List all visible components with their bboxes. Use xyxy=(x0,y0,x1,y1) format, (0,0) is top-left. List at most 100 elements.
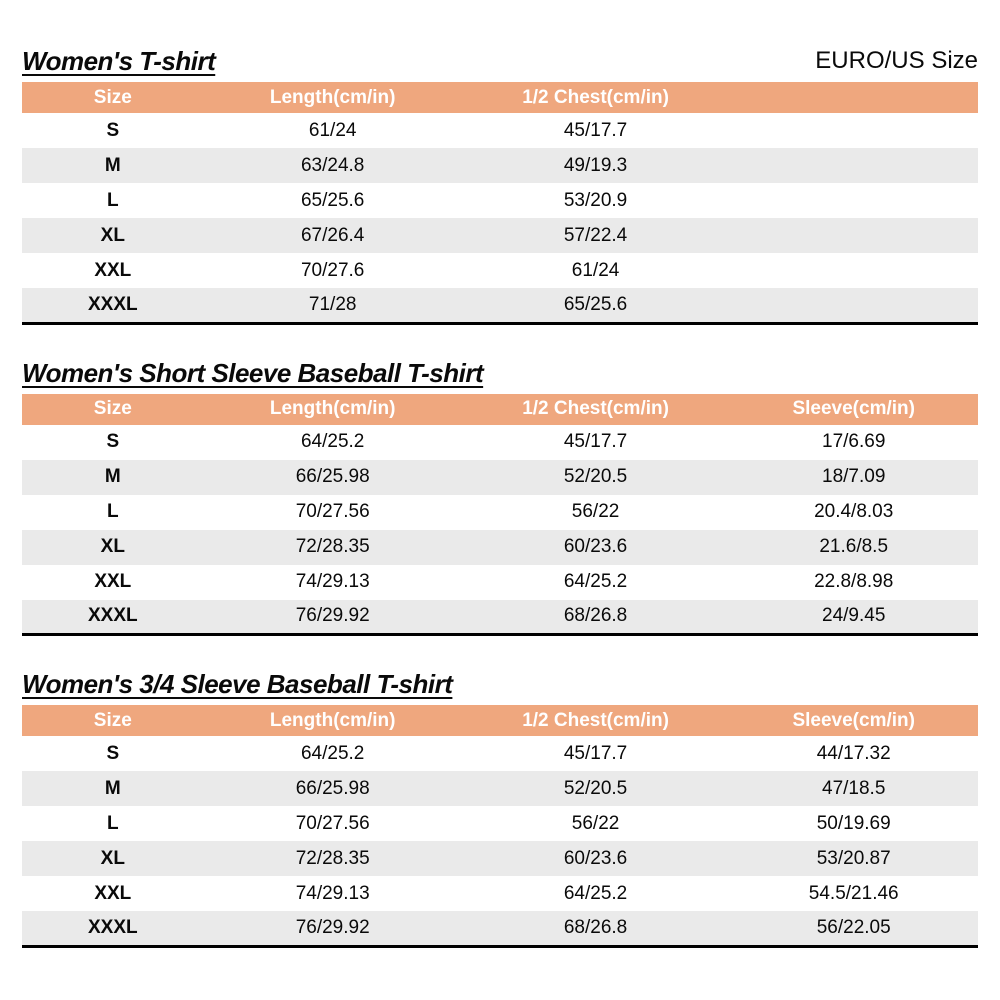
table-row: XXL 70/27.6 61/24 xyxy=(22,253,978,288)
value-cell: 76/29.92 xyxy=(295,916,370,938)
value-cell: 72/28.35 xyxy=(295,536,370,557)
size-cell: XL xyxy=(100,224,125,246)
size-cell: M xyxy=(104,466,121,487)
value-cell: 65/25.6 xyxy=(300,189,365,211)
header-row: Size Length(cm/in) 1/2 Chest(cm/in) Sleeve(… xyxy=(22,705,978,736)
table-row: M 66/25.98 52/20.5 47/18.5 xyxy=(22,771,978,806)
value-cell: 60/23.6 xyxy=(563,536,628,557)
value-cell: 54.5/21.46 xyxy=(808,882,899,904)
value-cell: 22.8/8.98 xyxy=(814,571,894,592)
value-cell: 50/19.69 xyxy=(816,812,891,834)
size-cell: L xyxy=(107,501,119,522)
value-cell: 68/26.8 xyxy=(563,916,628,938)
value-cell: 70/27.6 xyxy=(300,259,365,281)
column-header: Length(cm/in) xyxy=(269,398,396,419)
size-table-womens-tshirt: Size Length(cm/in) 1/2 Chest(cm/in) S 61/24 4… xyxy=(22,82,978,325)
size-cell: M xyxy=(104,154,121,176)
column-header: Size xyxy=(93,86,132,108)
value-cell: 63/24.8 xyxy=(300,154,365,176)
table-row: S 64/25.2 45/17.7 17/6.69 xyxy=(22,424,978,460)
value-cell: 68/26.8 xyxy=(563,605,628,627)
value-cell: 17/6.69 xyxy=(822,431,886,452)
value-cell: 52/20.5 xyxy=(563,777,628,799)
value-cell: 45/17.7 xyxy=(563,742,628,764)
value-cell: 53/20.87 xyxy=(816,847,891,869)
column-header: Length(cm/in) xyxy=(269,709,396,731)
value-cell: 64/25.2 xyxy=(300,431,365,452)
table-row: M 63/24.8 49/19.3 xyxy=(22,148,978,183)
value-cell: 66/25.98 xyxy=(295,466,370,487)
value-cell: 60/23.6 xyxy=(563,847,628,869)
value-cell: 66/25.98 xyxy=(295,777,370,799)
size-cell: S xyxy=(106,431,120,452)
table-row: XXXL 76/29.92 68/26.8 24/9.45 xyxy=(22,599,978,635)
value-cell: 70/27.56 xyxy=(295,501,370,522)
size-cell: XXL xyxy=(94,259,132,281)
header-row: Size Length(cm/in) 1/2 Chest(cm/in) xyxy=(22,82,978,113)
size-chart-page: Women's T-shirt EURO/US Size Size Length(… xyxy=(22,46,978,948)
column-header: Sleeve(cm/in) xyxy=(792,709,915,731)
table-row: XXXL 76/29.92 68/26.8 56/22.05 xyxy=(22,911,978,946)
value-cell: 20.4/8.03 xyxy=(814,501,894,522)
table-row: L 70/27.56 56/22 20.4/8.03 xyxy=(22,494,978,530)
size-cell: S xyxy=(106,742,120,764)
section-title: Women's 3/4 Sleeve Baseball T-shirt xyxy=(22,669,453,699)
column-header: Length(cm/in) xyxy=(269,86,396,108)
header-row: Size Length(cm/in) 1/2 Chest(cm/in) Sleeve(… xyxy=(22,393,978,425)
section-short-sleeve-baseball: Women's Short Sleeve Baseball T-shirt Si… xyxy=(22,358,978,636)
size-table-three-quarter-sleeve-baseball: Size Length(cm/in) 1/2 Chest(cm/in) Sleeve(… xyxy=(22,705,978,948)
value-cell: 45/17.7 xyxy=(563,119,628,141)
title-row: Women's 3/4 Sleeve Baseball T-shirt xyxy=(22,669,978,699)
table-row: XL 67/26.4 57/22.4 xyxy=(22,218,978,253)
value-cell: 56/22 xyxy=(571,812,620,834)
value-cell xyxy=(729,288,978,323)
value-cell: 18/7.09 xyxy=(822,466,886,487)
table-row: L 65/25.6 53/20.9 xyxy=(22,183,978,218)
value-cell: 67/26.4 xyxy=(300,224,365,246)
value-cell: 49/19.3 xyxy=(563,154,628,176)
table-row: S 61/24 45/17.7 xyxy=(22,113,978,148)
size-cell: L xyxy=(107,812,119,834)
value-cell xyxy=(729,183,978,218)
value-cell: 44/17.32 xyxy=(816,742,891,764)
value-cell: 64/25.2 xyxy=(563,571,628,592)
column-header: 1/2 Chest(cm/in) xyxy=(522,398,669,419)
value-cell: 56/22 xyxy=(571,501,620,522)
value-cell: 56/22.05 xyxy=(816,916,891,938)
size-cell: XXXL xyxy=(88,916,138,938)
column-header: Size xyxy=(93,398,132,419)
value-cell: 64/25.2 xyxy=(563,882,628,904)
value-cell: 61/24 xyxy=(308,119,357,141)
value-cell: 65/25.6 xyxy=(563,293,628,315)
value-cell xyxy=(729,113,978,148)
section-three-quarter-sleeve-baseball: Women's 3/4 Sleeve Baseball T-shirt Size… xyxy=(22,669,978,948)
section-title: Women's Short Sleeve Baseball T-shirt xyxy=(22,357,484,388)
size-cell: XL xyxy=(100,536,125,557)
title-row: Women's T-shirt EURO/US Size xyxy=(22,46,978,76)
column-header xyxy=(729,82,978,113)
table-row: XL 72/28.35 60/23.6 53/20.87 xyxy=(22,841,978,876)
size-cell: XXXL xyxy=(88,293,138,315)
size-cell: XL xyxy=(100,847,125,869)
value-cell: 61/24 xyxy=(571,259,620,281)
value-cell xyxy=(729,218,978,253)
size-cell: M xyxy=(104,777,121,799)
size-cell: L xyxy=(107,189,119,211)
size-table-short-sleeve-baseball: Size Length(cm/in) 1/2 Chest(cm/in) Sleeve(… xyxy=(22,393,978,636)
value-cell: 64/25.2 xyxy=(300,742,365,764)
table-row: M 66/25.98 52/20.5 18/7.09 xyxy=(22,459,978,495)
section-womens-tshirt: Women's T-shirt EURO/US Size Size Length(… xyxy=(22,46,978,325)
size-cell: S xyxy=(106,119,120,141)
table-row: L 70/27.56 56/22 50/19.69 xyxy=(22,806,978,841)
column-header: 1/2 Chest(cm/in) xyxy=(522,86,669,108)
value-cell xyxy=(729,253,978,288)
section-title: Women's T-shirt xyxy=(22,46,216,76)
value-cell xyxy=(729,148,978,183)
value-cell: 52/20.5 xyxy=(563,466,628,487)
column-header: 1/2 Chest(cm/in) xyxy=(522,709,669,731)
table-row: XXL 74/29.13 64/25.2 54.5/21.46 xyxy=(22,876,978,911)
table-row: XXL 74/29.13 64/25.2 22.8/8.98 xyxy=(22,564,978,600)
title-row: Women's Short Sleeve Baseball T-shirt xyxy=(22,358,978,388)
column-header: Sleeve(cm/in) xyxy=(792,398,915,419)
value-cell: 47/18.5 xyxy=(822,777,886,799)
